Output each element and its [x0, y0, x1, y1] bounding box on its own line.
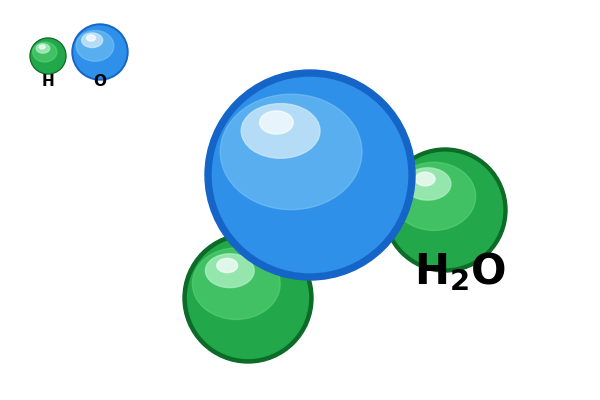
- Text: O: O: [94, 74, 107, 90]
- Circle shape: [188, 238, 308, 358]
- Ellipse shape: [217, 258, 238, 273]
- Circle shape: [212, 77, 407, 273]
- Ellipse shape: [220, 94, 362, 210]
- Ellipse shape: [241, 104, 320, 158]
- Ellipse shape: [205, 254, 254, 288]
- Circle shape: [30, 38, 66, 74]
- Ellipse shape: [32, 42, 57, 62]
- Text: $\mathbf{H_2O}$: $\mathbf{H_2O}$: [414, 250, 506, 294]
- Ellipse shape: [260, 111, 293, 134]
- Ellipse shape: [76, 30, 114, 61]
- Circle shape: [74, 26, 126, 78]
- Text: H: H: [41, 74, 55, 90]
- Circle shape: [388, 152, 503, 268]
- Ellipse shape: [392, 162, 476, 230]
- Ellipse shape: [86, 35, 95, 41]
- Circle shape: [31, 39, 65, 73]
- Circle shape: [383, 148, 507, 272]
- Ellipse shape: [36, 44, 50, 53]
- Ellipse shape: [415, 172, 435, 186]
- Circle shape: [72, 24, 128, 80]
- Ellipse shape: [404, 168, 451, 200]
- Circle shape: [183, 233, 313, 363]
- Ellipse shape: [40, 45, 45, 49]
- Ellipse shape: [193, 248, 280, 320]
- Ellipse shape: [82, 33, 103, 48]
- Circle shape: [205, 70, 415, 280]
